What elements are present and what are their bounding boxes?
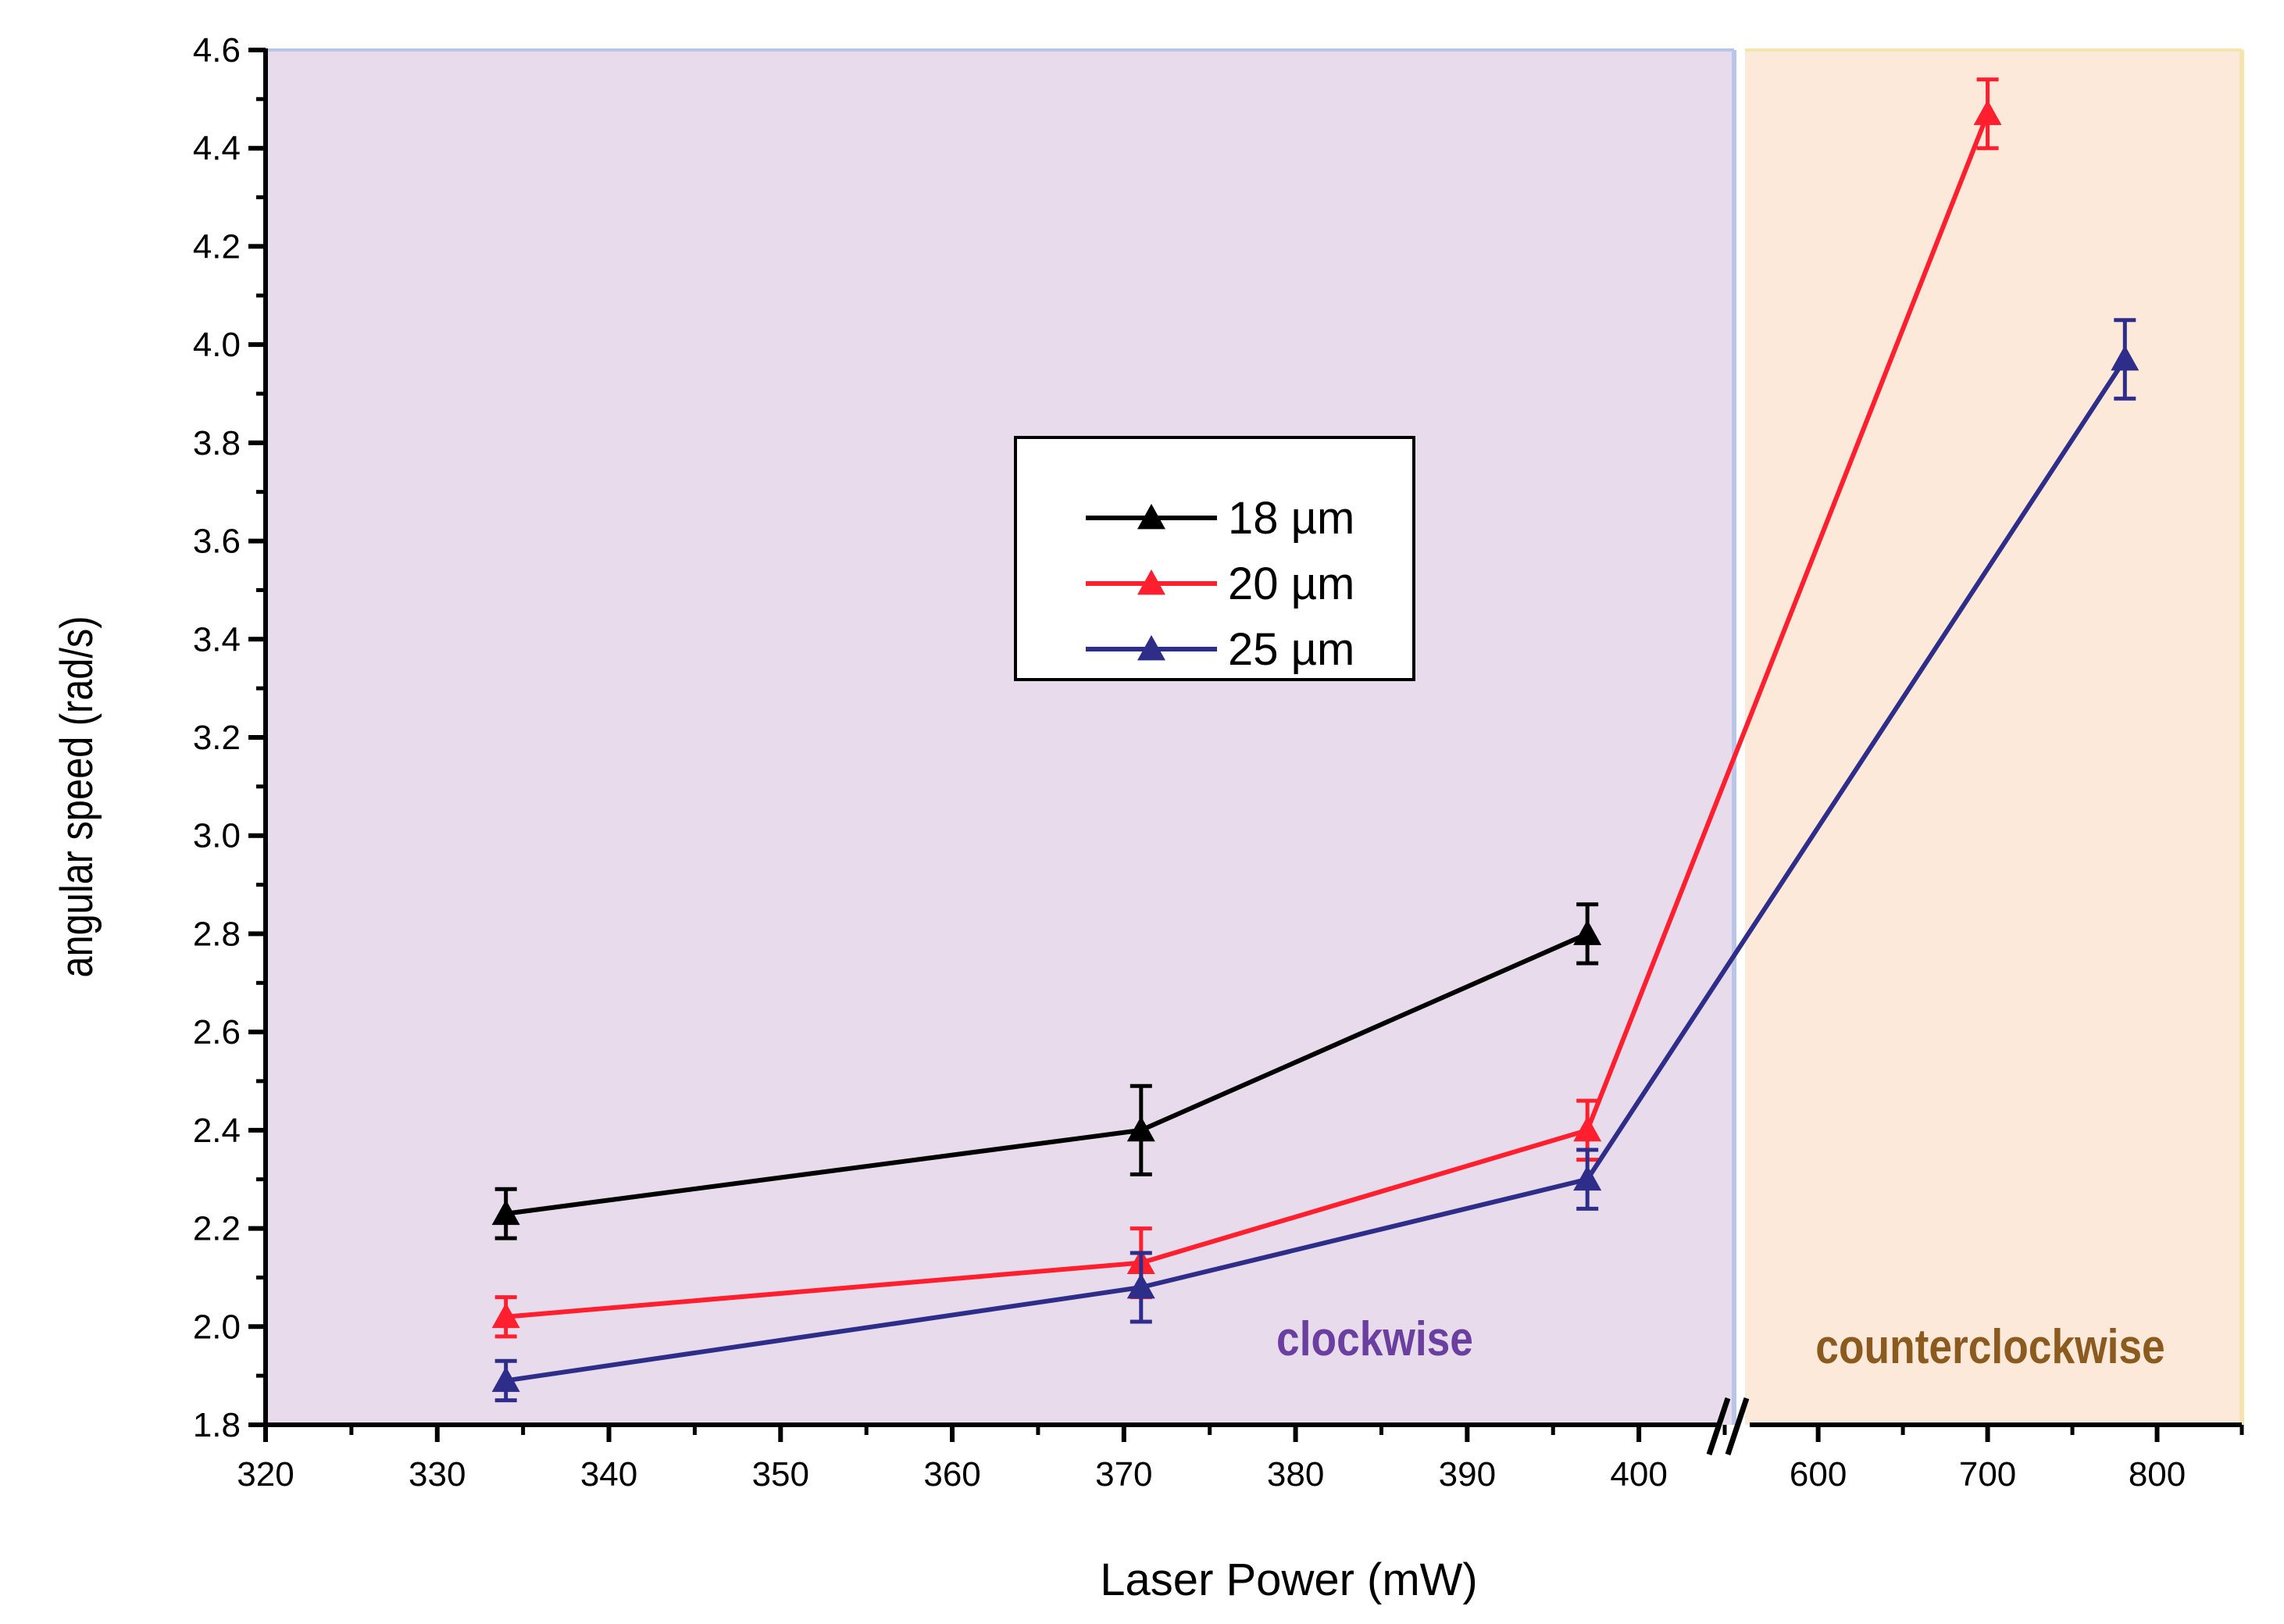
y-axis-title: angular speed (rad/s): [52, 616, 102, 978]
axis-break-mark: [1706, 1397, 1731, 1456]
legend: 18 µm 20 µm 25 µm: [1014, 436, 1415, 681]
x-axis-title: Laser Power (mW): [1100, 1554, 1477, 1605]
legend-box: [1014, 436, 1415, 681]
x-tick-label: 800: [2129, 1455, 2186, 1494]
axes-layer: 1.8 2.0 2.2 2.4 2.6 2.8 3.0 3.2 3.4 3.6 3.8 4.0 4.2 4…: [193, 31, 2244, 1494]
x-tick-label: 400: [1610, 1455, 1667, 1494]
y-tick-label: 2.4: [193, 1112, 241, 1150]
x-tick-label: 340: [580, 1455, 637, 1494]
data-point: [1126, 1273, 1155, 1299]
x-tick-label: 330: [409, 1455, 466, 1494]
y-tick-label: 1.8: [193, 1406, 241, 1444]
x-tick-label: 700: [1959, 1455, 2016, 1494]
x-tick-label: 390: [1439, 1455, 1496, 1494]
data-point: [1573, 919, 1602, 945]
series-3: [491, 318, 2139, 1403]
legend-label: 20 µm: [1228, 559, 1354, 609]
legend-label: 18 µm: [1228, 493, 1354, 544]
legend-label: 25 µm: [1228, 624, 1354, 675]
y-tick-label: 4.6: [193, 31, 241, 70]
data-point: [1573, 1165, 1602, 1191]
y-tick-label: 3.6: [193, 523, 241, 561]
regions-layer: clockwise counterclockwise: [266, 48, 2244, 1425]
series-layer: [491, 77, 2139, 1403]
series-1: [491, 902, 1602, 1240]
x-tick-label: 370: [1095, 1455, 1152, 1494]
legend-marker: [1137, 504, 1165, 530]
data-point: [491, 1302, 520, 1329]
data-point: [1973, 99, 2002, 126]
y-tick-label: 4.0: [193, 326, 241, 364]
y-tick-label: 3.8: [193, 424, 241, 462]
axis-break-mark: [1725, 1397, 1750, 1456]
region-counterclockwise: [1745, 50, 2242, 1425]
y-tick-label: 3.0: [193, 817, 241, 855]
data-point: [491, 1199, 520, 1226]
data-point: [2111, 345, 2139, 371]
region-clockwise: [266, 50, 1734, 1425]
data-point: [491, 1366, 520, 1392]
y-tick-label: 2.0: [193, 1308, 241, 1346]
region-label: clockwise: [1276, 1312, 1473, 1366]
x-tick-label: 380: [1267, 1455, 1324, 1494]
y-tick-label: 3.2: [193, 719, 241, 757]
y-tick-label: 4.4: [193, 130, 241, 168]
y-tick-label: 3.4: [193, 620, 241, 659]
series-line: [505, 112, 1990, 1319]
x-tick-label: 320: [237, 1455, 294, 1494]
x-tick-label: 600: [1790, 1455, 1847, 1494]
x-tick-label: 350: [752, 1455, 809, 1494]
y-tick-label: 2.6: [193, 1013, 241, 1051]
y-tick-label: 4.2: [193, 227, 241, 266]
data-point: [1126, 1115, 1155, 1142]
legend-marker: [1137, 569, 1165, 595]
legend-marker: [1137, 635, 1165, 661]
region-label: counterclockwise: [1815, 1320, 2164, 1374]
series-line: [505, 358, 2127, 1383]
y-tick-label: 2.8: [193, 915, 241, 953]
data-point: [1573, 1115, 1602, 1142]
y-tick-label: 2.2: [193, 1210, 241, 1248]
x-tick-label: 360: [923, 1455, 980, 1494]
